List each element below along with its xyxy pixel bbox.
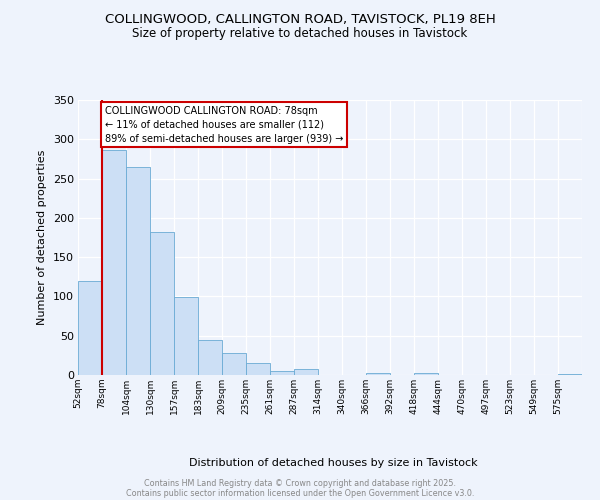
Bar <box>246 363 270 375</box>
Bar <box>150 232 174 375</box>
Bar <box>414 374 438 375</box>
Text: Contains public sector information licensed under the Open Government Licence v3: Contains public sector information licen… <box>126 489 474 498</box>
Text: Distribution of detached houses by size in Tavistock: Distribution of detached houses by size … <box>188 458 478 468</box>
Bar <box>78 280 102 375</box>
Text: Contains HM Land Registry data © Crown copyright and database right 2025.: Contains HM Land Registry data © Crown c… <box>144 479 456 488</box>
Text: COLLINGWOOD, CALLINGTON ROAD, TAVISTOCK, PL19 8EH: COLLINGWOOD, CALLINGTON ROAD, TAVISTOCK,… <box>104 12 496 26</box>
Bar <box>198 340 222 375</box>
Text: COLLINGWOOD CALLINGTON ROAD: 78sqm
← 11% of detached houses are smaller (112)
89: COLLINGWOOD CALLINGTON ROAD: 78sqm ← 11%… <box>105 106 343 144</box>
Bar <box>294 368 318 375</box>
Text: Size of property relative to detached houses in Tavistock: Size of property relative to detached ho… <box>133 28 467 40</box>
Bar <box>102 150 126 375</box>
Y-axis label: Number of detached properties: Number of detached properties <box>37 150 47 325</box>
Bar <box>270 371 294 375</box>
Bar <box>222 353 246 375</box>
Bar <box>558 374 582 375</box>
Bar <box>126 167 150 375</box>
Bar <box>366 372 390 375</box>
Bar <box>174 297 198 375</box>
